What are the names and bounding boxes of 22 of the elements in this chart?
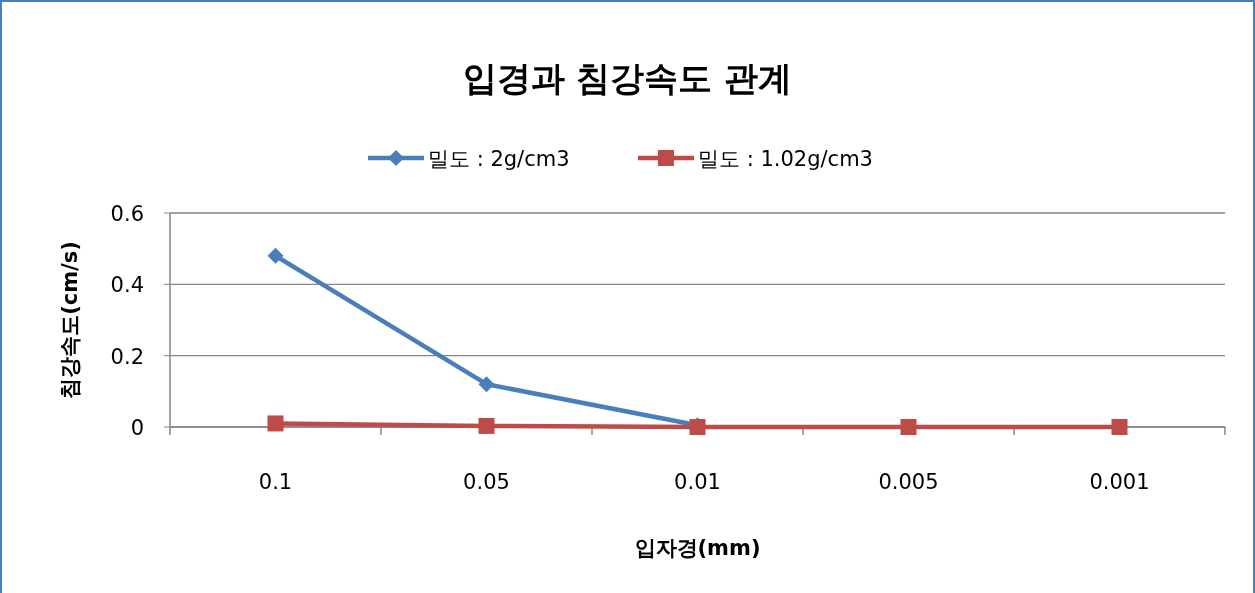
- point: [267, 415, 284, 432]
- x-tick-label: 0.005: [878, 470, 939, 494]
- x-tick-label: 0.01: [674, 470, 721, 494]
- point: [267, 247, 284, 264]
- y-tick-label: 0.4: [110, 273, 144, 298]
- y-tick-label: 0.2: [110, 344, 144, 369]
- point: [1111, 419, 1128, 435]
- x-tick-label: 0.1: [258, 470, 293, 494]
- y-tick-label: 0.6: [110, 202, 144, 226]
- legend-label: 밀도 : 2g/cm3: [428, 147, 570, 171]
- point: [478, 417, 495, 434]
- x-tick-label: 0.001: [1089, 470, 1150, 494]
- point: [478, 376, 495, 393]
- point: [900, 419, 917, 435]
- x-tick-label: 0.05: [463, 470, 510, 494]
- x-axis-title: 입자경(mm): [634, 536, 761, 560]
- y-axis-title: 침강속도(cm/s): [58, 241, 82, 399]
- legend-item: 밀도 : 2g/cm3: [368, 147, 570, 171]
- legend-item: 밀도 : 1.02g/cm3: [638, 147, 873, 171]
- y-tick-label: 0: [130, 416, 144, 440]
- chart-title: 입경과 침강속도 관계: [462, 58, 793, 98]
- legend-label: 밀도 : 1.02g/cm3: [698, 147, 873, 171]
